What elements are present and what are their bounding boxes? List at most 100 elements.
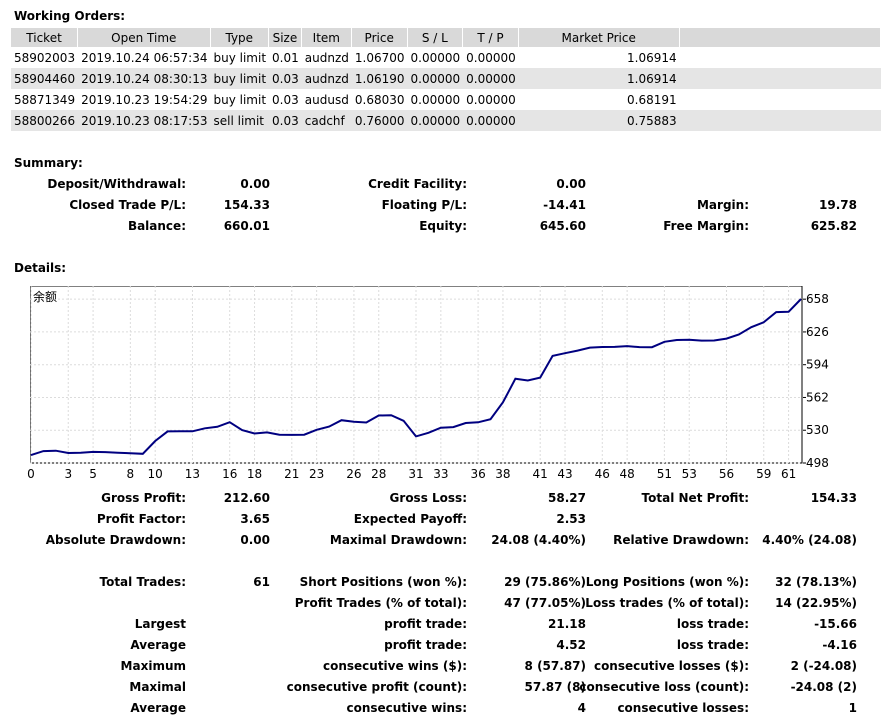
tp-cell: 0.00000 [466, 92, 516, 107]
x-tick-label: 31 [408, 467, 423, 481]
x-tick-label: 33 [433, 467, 448, 481]
market-price-cell: 1.06914 [627, 50, 677, 65]
x-tick-label: 21 [284, 467, 299, 481]
profit-trades-value: 47 (77.05%) [504, 596, 586, 610]
long-positions-value: 32 (78.13%) [775, 575, 857, 589]
short-positions-label: Short Positions (won %): [299, 575, 467, 589]
open-time-cell: 2019.10.23 19:54:29 [81, 92, 208, 107]
x-tick-label: 18 [247, 467, 262, 481]
average2-label: Average [130, 701, 186, 715]
total-net-profit-label: Total Net Profit: [641, 491, 749, 505]
empty-cell [680, 47, 881, 68]
table-row[interactable]: 58904460 2019.10.24 08:30:13 buy limit 0… [11, 68, 881, 89]
item-cell: audnzd [301, 68, 352, 89]
maximum-label: Maximum [120, 659, 186, 673]
working-orders-table: Ticket Open Time Type Size Item Price S … [11, 28, 881, 131]
maximal-consec-profit-label: consecutive profit (count): [286, 680, 467, 694]
sl-cell: 0.00000 [410, 50, 461, 65]
short-positions-value: 29 (75.86%) [504, 575, 586, 589]
price-cell: 0.76000 [351, 110, 408, 131]
floating-pl-label: Floating P/L: [381, 198, 467, 212]
x-tick-label: 53 [682, 467, 697, 481]
total-trades-value: 61 [253, 575, 270, 589]
table-row[interactable]: 58800266 2019.10.23 08:17:53 sell limit … [11, 110, 881, 131]
column-header-item[interactable]: Item [301, 28, 352, 47]
max-consec-wins-label: consecutive wins ($): [322, 659, 467, 673]
x-tick-label: 16 [222, 467, 237, 481]
absolute-drawdown-value: 0.00 [240, 533, 270, 547]
column-header-ticket[interactable]: Ticket [11, 28, 79, 47]
absolute-drawdown-label: Absolute Drawdown: [45, 533, 186, 547]
table-row[interactable]: 58871349 2019.10.23 19:54:29 buy limit 0… [11, 89, 881, 110]
column-header-market-price[interactable]: Market Price [518, 28, 680, 47]
column-header-type[interactable]: Type [210, 28, 270, 47]
balance-value: 660.01 [223, 219, 270, 233]
gross-loss-value: 58.27 [548, 491, 586, 505]
max-consec-wins-value: 8 (57.87) [524, 659, 586, 673]
average-loss-label: loss trade: [676, 638, 749, 652]
x-tick-label: 48 [619, 467, 634, 481]
maximal-drawdown-value: 24.08 (4.40%) [491, 533, 586, 547]
chart-y-axis: 498 530 562 594 626 658 [803, 292, 829, 470]
column-header-tp[interactable]: T / P [463, 28, 519, 47]
ticket-cell: 58902003 [14, 50, 76, 65]
maximal-consec-loss-value: -24.08 (2) [790, 680, 857, 694]
avg-consec-losses-label: consecutive losses: [617, 701, 749, 715]
x-tick-label: 38 [495, 467, 510, 481]
closed-pl-value: 154.33 [223, 198, 270, 212]
empty-cell [679, 110, 881, 131]
balance-chart: 余额 [29, 285, 803, 465]
x-tick-label: 51 [657, 467, 672, 481]
working-orders-heading: Working Orders: [14, 9, 126, 23]
max-consec-losses-value: 2 (-24.08) [790, 659, 857, 673]
gross-profit-label: Gross Profit: [101, 491, 186, 505]
market-price-cell: 0.75883 [518, 110, 680, 131]
largest-profit-label: profit trade: [384, 617, 467, 631]
type-cell: buy limit [210, 68, 270, 89]
details-heading: Details: [14, 261, 67, 275]
table-row[interactable]: 58902003 2019.10.24 06:57:34 buy limit 0… [11, 47, 881, 68]
equity-value: 645.60 [539, 219, 586, 233]
loss-trades-label: Loss trades (% of total): [585, 596, 749, 610]
y-tick-label: 562 [806, 390, 829, 404]
gross-loss-label: Gross Loss: [389, 491, 467, 505]
sl-cell: 0.00000 [410, 92, 461, 107]
margin-value: 19.78 [819, 198, 857, 212]
size-cell: 0.03 [269, 110, 302, 131]
margin-label: Margin: [696, 198, 749, 212]
free-margin-value: 625.82 [810, 219, 857, 233]
maximal-consec-profit-value: 57.87 (8) [524, 680, 586, 694]
column-header-empty [679, 28, 881, 47]
closed-pl-label: Closed Trade P/L: [69, 198, 186, 212]
equity-label: Equity: [419, 219, 467, 233]
x-tick-label: 61 [781, 467, 796, 481]
avg-consec-losses-value: 1 [848, 701, 857, 715]
free-margin-label: Free Margin: [663, 219, 749, 233]
x-tick-label: 43 [557, 467, 572, 481]
summary-heading: Summary: [14, 156, 83, 170]
deposit-label: Deposit/Withdrawal: [47, 177, 186, 191]
loss-trades-value: 14 (22.95%) [775, 596, 857, 610]
profit-factor-value: 3.65 [240, 512, 270, 526]
item-cell: audnzd [304, 50, 349, 65]
x-tick-label: 0 [27, 467, 35, 481]
type-cell: sell limit [210, 110, 270, 131]
size-cell: 0.01 [272, 50, 299, 65]
tp-cell: 0.00000 [463, 110, 519, 131]
column-header-price[interactable]: Price [351, 28, 408, 47]
y-tick-label: 658 [806, 292, 829, 306]
x-tick-label: 41 [533, 467, 548, 481]
x-tick-label: 59 [756, 467, 771, 481]
column-header-sl[interactable]: S / L [407, 28, 464, 47]
relative-drawdown-label: Relative Drawdown: [613, 533, 749, 547]
sl-cell: 0.00000 [407, 110, 464, 131]
x-tick-label: 56 [719, 467, 734, 481]
empty-cell [679, 68, 881, 89]
column-header-open-time[interactable]: Open Time [78, 28, 211, 47]
deposit-value: 0.00 [240, 177, 270, 191]
x-tick-label: 36 [470, 467, 485, 481]
expected-payoff-label: Expected Payoff: [353, 512, 467, 526]
tp-cell: 0.00000 [463, 68, 519, 89]
column-header-size[interactable]: Size [269, 28, 302, 47]
y-tick-label: 530 [806, 423, 829, 437]
